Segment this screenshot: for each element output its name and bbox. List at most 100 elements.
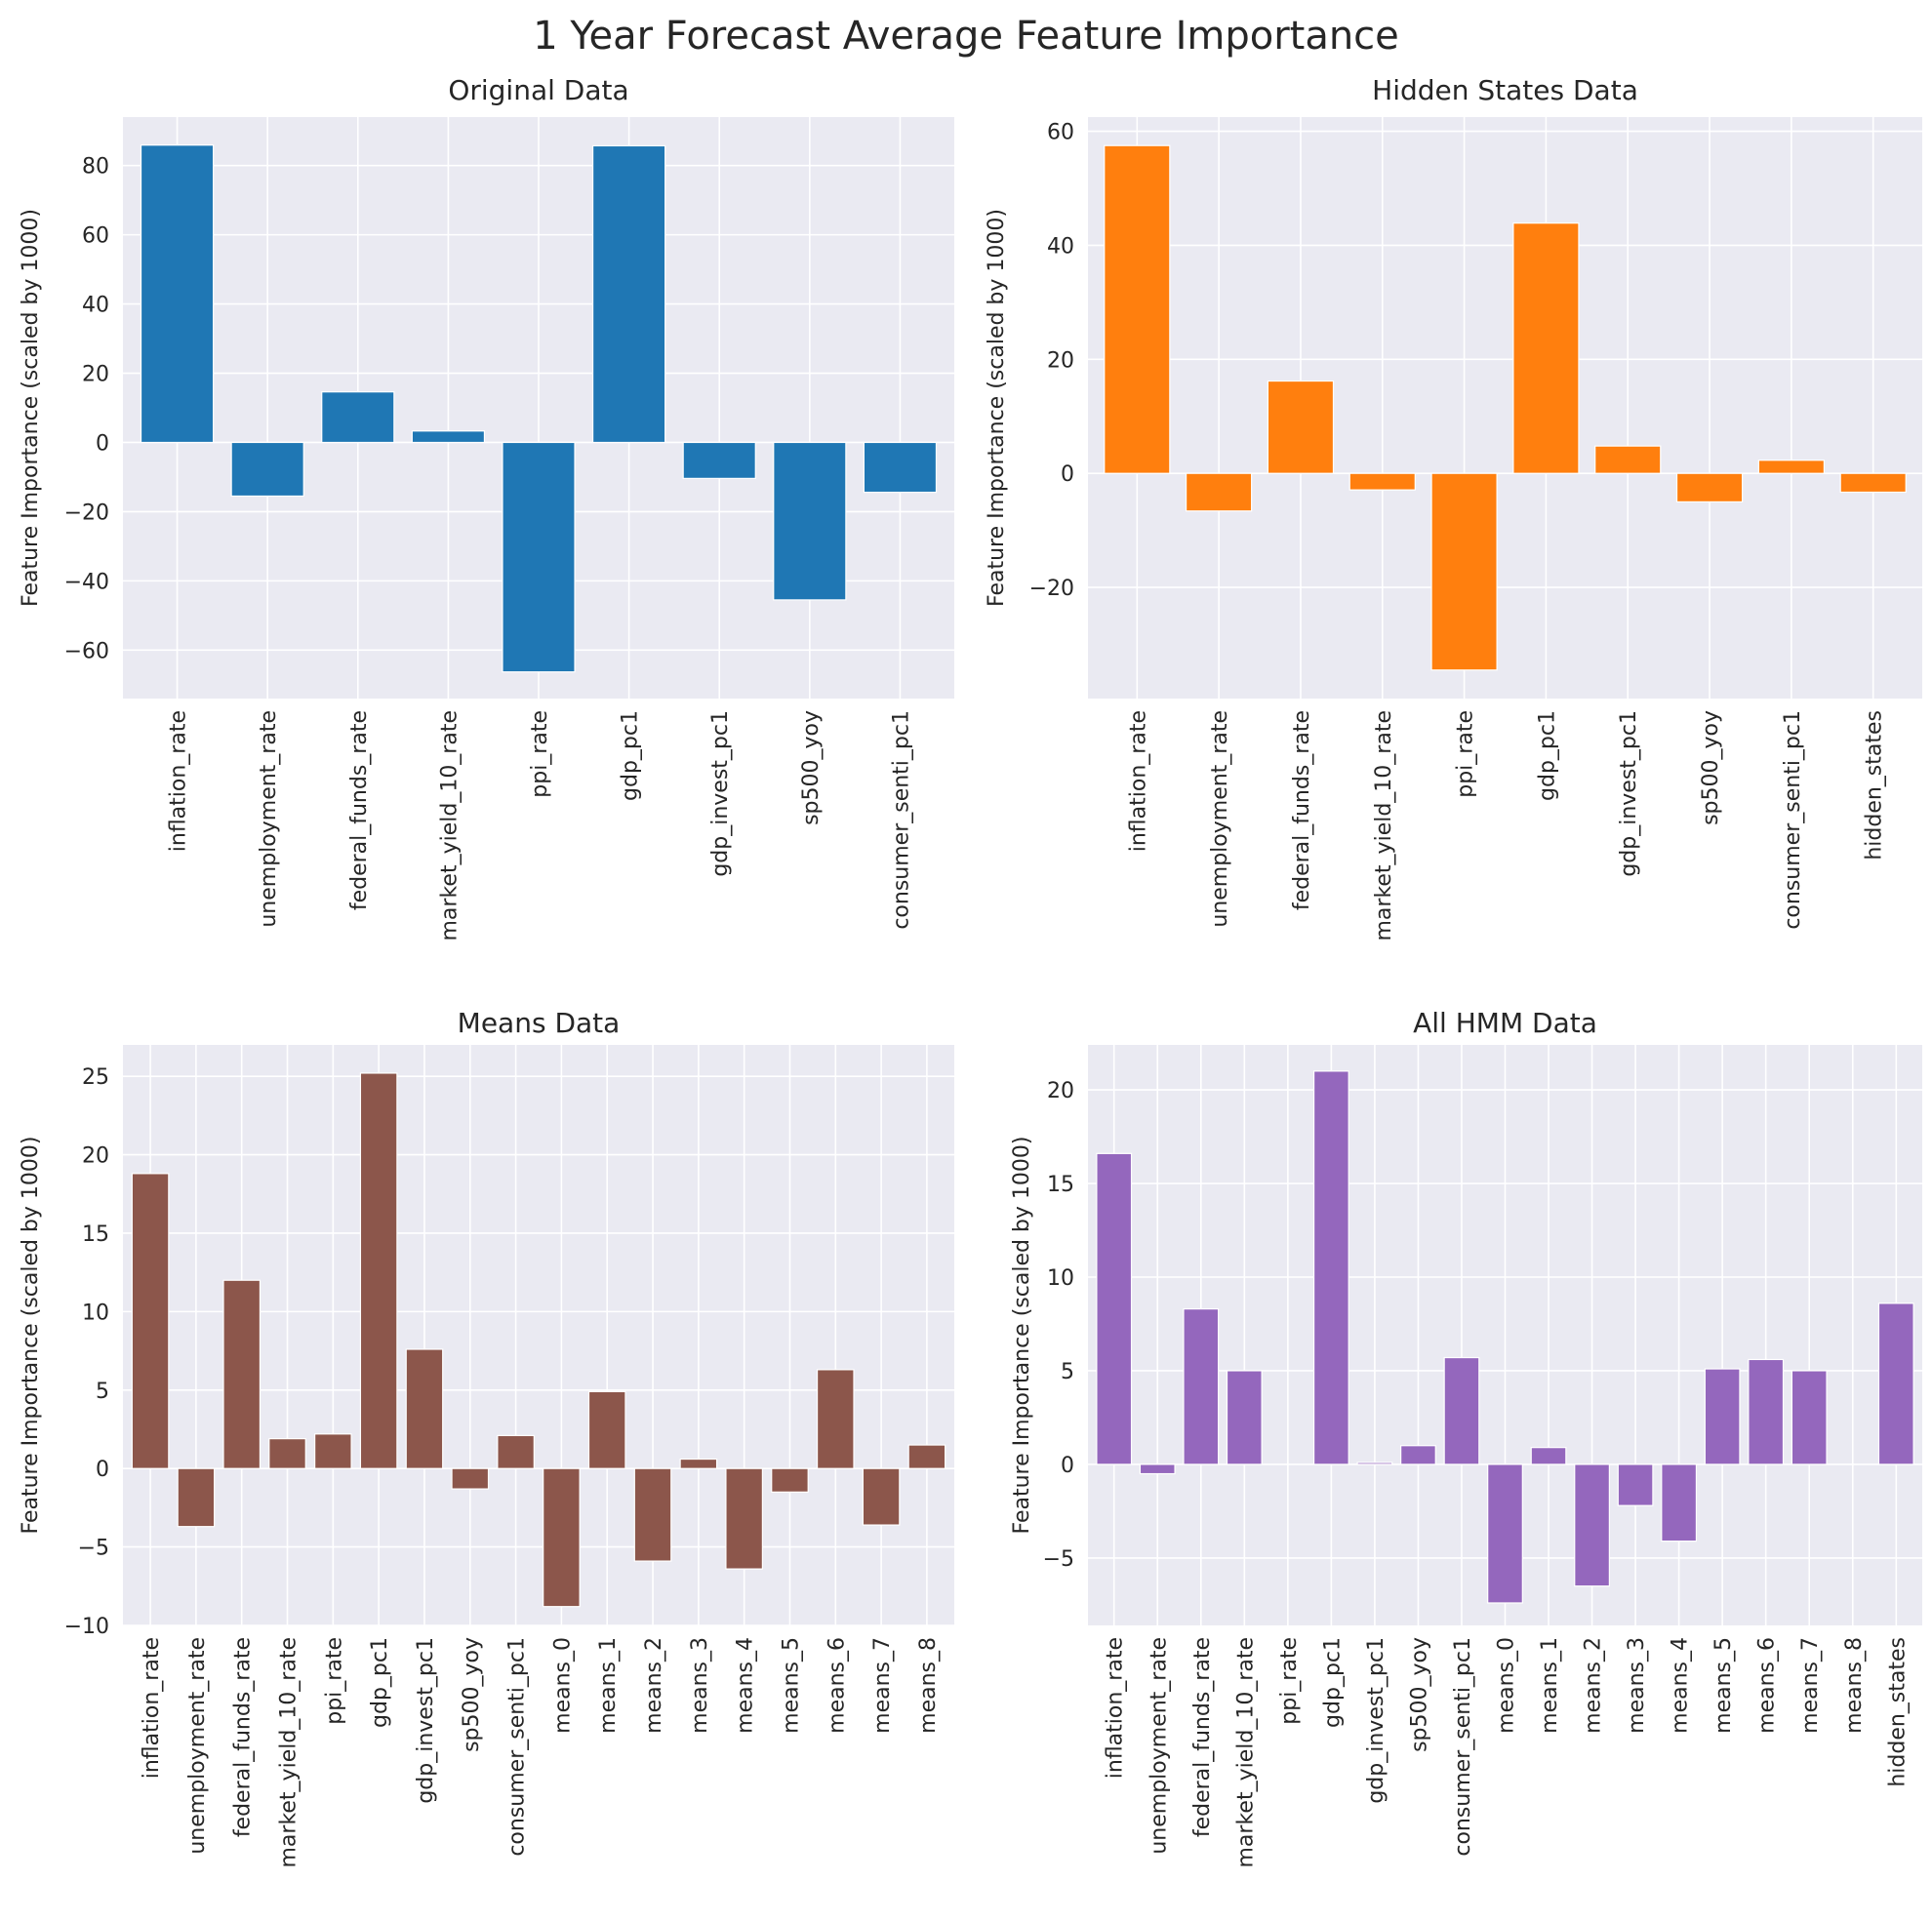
subplot-all-hmm-data: −5 0 5 10 15 20 inflation_rate unemployment_rat… (1010, 1007, 1922, 1868)
figure-title: 1 Year Forecast Average Feature Importan… (533, 14, 1399, 59)
x-tick-label-means-5: means_5 (1711, 1637, 1736, 1734)
x-tick-label-inflation-rate: inflation_rate (1104, 1637, 1128, 1779)
x-tick-label-unemployment-rate: unemployment_rate (185, 1637, 210, 1855)
subplot-title: All HMM Data (1413, 1007, 1597, 1039)
x-tick-label-gdp-invest-pc1: gdp_invest_pc1 (708, 710, 733, 877)
y-tick-label: 15 (1047, 1173, 1074, 1197)
bar-hidden-states (1877, 1302, 1914, 1465)
y-axis-label: Feature Importance (scaled by 1000) (19, 209, 43, 607)
x-tick-label-gdp-invest-pc1: gdp_invest_pc1 (1617, 710, 1641, 877)
y-tick-label: −20 (1029, 577, 1074, 601)
subplot-title: Means Data (458, 1007, 621, 1039)
x-tick-label-means-1: means_1 (1538, 1637, 1562, 1734)
x-tick-label-means-1: means_1 (596, 1637, 621, 1734)
y-tick-label: 5 (1061, 1360, 1074, 1384)
x-tick-label-gdp-invest-pc1: gdp_invest_pc1 (414, 1637, 438, 1804)
bar-consumer-senti-pc1 (1757, 460, 1826, 474)
x-tick-label-market-yield-10-rate: market_yield_10_rate (437, 710, 462, 941)
bar-gdp-invest-pc1 (1594, 445, 1662, 474)
bar-means-5 (771, 1467, 809, 1493)
bar-means-1 (587, 1390, 626, 1469)
y-tick-label: 80 (82, 155, 109, 180)
x-tick-label-means-0: means_0 (550, 1637, 575, 1734)
y-tick-label: 20 (82, 363, 109, 387)
bar-ppi-rate (1430, 472, 1498, 671)
x-tick-label-means-8: means_8 (916, 1637, 941, 1734)
bar-inflation-rate (1104, 144, 1171, 474)
plot-area (1088, 117, 1922, 699)
y-tick-label: −5 (78, 1537, 109, 1561)
bar-market-yield-10-rate (1226, 1370, 1263, 1465)
bar-inflation-rate (140, 144, 215, 444)
x-tick-label-market-yield-10-rate: market_yield_10_rate (1233, 1637, 1258, 1868)
bar-inflation-rate (1096, 1152, 1133, 1465)
x-tick-label-sp500-yoy: sp500_yoy (799, 710, 824, 825)
subplot-hidden-states-data: −20 0 20 40 60 inflation_rate unemployment_rat… (985, 74, 1922, 941)
x-tick-label-means-7: means_7 (870, 1637, 895, 1734)
x-tick-label-sp500-yoy: sp500_yoy (1407, 1637, 1431, 1752)
y-tick-label: −10 (64, 1615, 109, 1639)
y-tick-label: 40 (82, 294, 109, 318)
bar-sp500-yoy (1400, 1445, 1436, 1465)
x-tick-label-federal-funds-rate: federal_funds_rate (231, 1637, 256, 1837)
x-tick-label-unemployment-rate: unemployment_rate (257, 710, 281, 928)
x-tick-label-gdp-pc1: gdp_pc1 (619, 710, 643, 801)
subplot-title: Hidden States Data (1372, 74, 1638, 106)
x-tick-label-market-yield-10-rate: market_yield_10_rate (277, 1637, 302, 1868)
x-tick-label-unemployment-rate: unemployment_rate (1208, 710, 1232, 928)
bar-sp500-yoy (773, 441, 847, 601)
bar-consumer-senti-pc1 (1443, 1356, 1480, 1465)
bar-ppi-rate (502, 441, 576, 673)
x-tick-label-federal-funds-rate: federal_funds_rate (1190, 1637, 1215, 1837)
bar-consumer-senti-pc1 (863, 441, 938, 494)
bar-gdp-pc1 (1312, 1070, 1349, 1465)
x-tick-label-means-6: means_6 (1755, 1637, 1780, 1734)
bar-federal-funds-rate (222, 1279, 262, 1469)
bar-sp500-yoy (1675, 472, 1744, 503)
x-tick-label-means-8: means_8 (1842, 1637, 1867, 1734)
plot-area (123, 1045, 954, 1625)
x-tick-label-unemployment-rate: unemployment_rate (1147, 1637, 1171, 1855)
subplot-means-data: −10 −5 0 5 10 15 20 25 inflation_rate unemploymen… (19, 1007, 954, 1868)
x-tick-label-gdp-invest-pc1: gdp_invest_pc1 (1364, 1637, 1389, 1804)
bar-hidden-states (1839, 472, 1907, 494)
x-tick-label-gdp-pc1: gdp_pc1 (1320, 1637, 1345, 1728)
bar-means-2 (1574, 1463, 1610, 1587)
x-tick-label-sp500-yoy: sp500_yoy (1699, 710, 1723, 825)
x-tick-label-means-5: means_5 (779, 1637, 803, 1734)
y-tick-label: 25 (82, 1065, 109, 1090)
x-tick-label-inflation-rate: inflation_rate (140, 1637, 164, 1779)
x-tick-label-federal-funds-rate: federal_funds_rate (347, 710, 372, 910)
y-axis-label: Feature Importance (scaled by 1000) (1010, 1137, 1034, 1535)
x-tick-label-ppi-rate: ppi_rate (1454, 710, 1478, 798)
bar-means-8 (907, 1444, 946, 1469)
bar-means-6 (1748, 1358, 1785, 1465)
y-tick-label: 20 (1047, 1079, 1074, 1103)
bar-unemployment-rate (1139, 1463, 1176, 1475)
bar-market-yield-10-rate (411, 430, 486, 444)
bar-gdp-invest-pc1 (1356, 1462, 1393, 1465)
bar-means-3 (1617, 1463, 1654, 1506)
y-tick-label: −40 (64, 570, 109, 594)
x-tick-label-consumer-senti-pc1: consumer_senti_pc1 (1451, 1637, 1475, 1857)
y-tick-label: −20 (64, 501, 109, 525)
bar-means-7 (862, 1467, 901, 1526)
bar-means-5 (1704, 1368, 1741, 1465)
x-tick-label-federal-funds-rate: federal_funds_rate (1290, 710, 1314, 910)
y-tick-label: 60 (1047, 121, 1074, 145)
subplot-title: Original Data (448, 74, 628, 106)
x-tick-label-hidden-states: hidden_states (1863, 710, 1887, 861)
bar-market-yield-10-rate (1348, 472, 1416, 491)
bar-means-4 (725, 1467, 763, 1570)
bar-federal-funds-rate (1183, 1308, 1220, 1465)
bar-market-yield-10-rate (268, 1438, 306, 1469)
x-tick-label-means-7: means_7 (1798, 1637, 1823, 1734)
bar-gdp-invest-pc1 (682, 441, 756, 479)
x-tick-label-means-2: means_2 (1582, 1637, 1606, 1734)
y-tick-label: 10 (82, 1301, 109, 1325)
x-tick-label-inflation-rate: inflation_rate (167, 710, 191, 852)
subplot-original-data: −60 −40 −20 0 20 40 60 80 inflation_rate unemploy… (19, 74, 954, 941)
x-tick-label-means-6: means_6 (825, 1637, 849, 1734)
x-tick-label-means-4: means_4 (1669, 1637, 1693, 1734)
y-tick-label: 0 (1061, 462, 1074, 487)
